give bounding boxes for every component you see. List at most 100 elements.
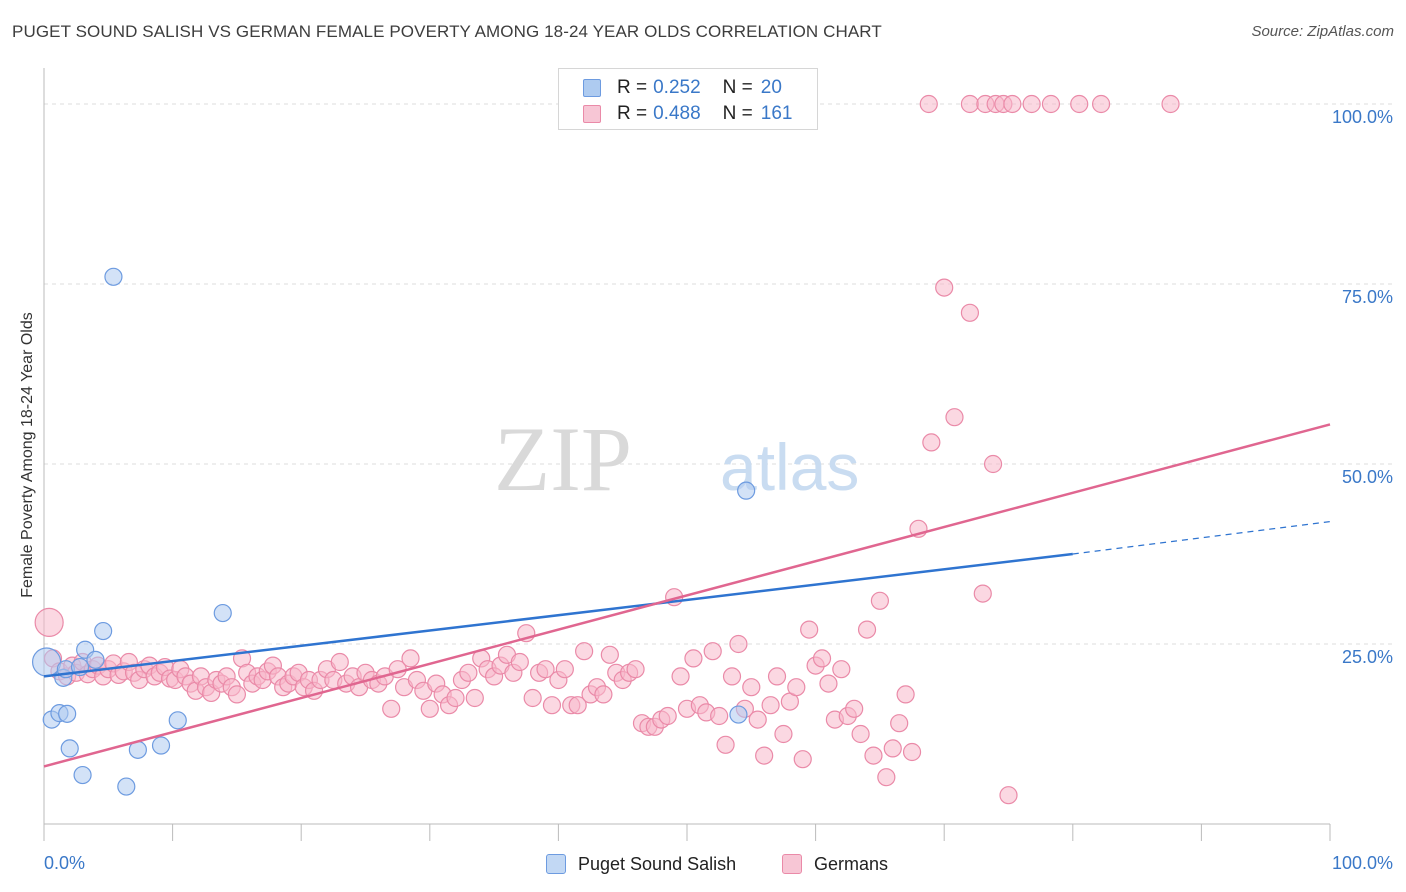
- germans-point: [465, 688, 484, 708]
- germans-point: [902, 742, 922, 762]
- germans-point: [774, 724, 793, 744]
- bottom-legend-label: Puget Sound Salish: [578, 853, 737, 874]
- legend-r-label: R =: [617, 77, 648, 98]
- germans-point: [845, 699, 864, 718]
- legend-n-value: 161: [760, 103, 793, 124]
- puget-sound-salish-points: [31, 267, 756, 796]
- correlation-legend: R = 0.252 N = 20 R = 0.488 N = 161: [558, 68, 818, 130]
- puget-sound-salish-point: [117, 777, 136, 796]
- germans-point: [870, 591, 890, 610]
- germans-point: [983, 454, 1003, 474]
- germans-point: [767, 667, 787, 686]
- puget-sound-salish-point: [151, 736, 171, 755]
- germans-point: [671, 667, 690, 686]
- germans-point: [922, 433, 941, 452]
- y-tick-label: 25.0%: [1342, 647, 1393, 667]
- bottom-legend-swatch-pink: [782, 854, 802, 874]
- germans-point: [1022, 94, 1041, 114]
- germans-point: [729, 634, 748, 654]
- germans-point: [960, 94, 980, 114]
- germans-point: [555, 660, 574, 679]
- bottom-legend-swatch-blue: [546, 854, 566, 874]
- bottom-legend-puget[interactable]: Puget Sound Salish: [546, 852, 736, 876]
- watermark-zip: ZIP: [494, 408, 632, 510]
- germans-point: [973, 584, 992, 603]
- germans-point: [401, 649, 420, 668]
- germans-point: [761, 696, 780, 715]
- germans-point: [594, 685, 613, 704]
- germans-point: [575, 642, 594, 661]
- germans-point: [748, 710, 767, 729]
- germans-point: [819, 674, 838, 693]
- legend-r-value: 0.488: [653, 103, 701, 124]
- puget-sound-salish-point: [73, 765, 92, 785]
- puget-sound-salish-point: [58, 704, 77, 723]
- germans-point: [793, 750, 812, 769]
- legend-swatch-pink: [583, 105, 601, 123]
- germans-point: [568, 696, 587, 715]
- germans-point: [935, 278, 954, 297]
- germans-point: [945, 408, 964, 427]
- germans-point: [227, 685, 246, 704]
- germans-point: [710, 706, 729, 726]
- germans-point: [800, 620, 819, 639]
- germans-point: [857, 620, 877, 639]
- grid-lines: [44, 103, 1394, 645]
- germans-point: [658, 706, 677, 726]
- germans-point: [883, 739, 902, 758]
- germans-point: [722, 667, 742, 686]
- germans-point: [787, 678, 806, 697]
- germans-point: [382, 699, 401, 718]
- germans-point: [742, 678, 761, 697]
- germans-point: [1091, 94, 1111, 114]
- x-tick-label: 0.0%: [44, 853, 85, 873]
- germans-point: [1161, 94, 1180, 114]
- germans-point: [420, 699, 439, 718]
- germans-point: [755, 746, 774, 765]
- bottom-legend-germans[interactable]: Germans: [782, 852, 888, 876]
- legend-n-value: 20: [760, 77, 782, 98]
- y-tick-label: 100.0%: [1332, 107, 1393, 127]
- germans-point: [536, 660, 555, 679]
- germans-point: [1041, 94, 1061, 114]
- y-tick-label: 75.0%: [1342, 287, 1393, 307]
- germans-point: [684, 649, 703, 668]
- axes: [43, 68, 1331, 841]
- germans-point: [919, 94, 938, 114]
- puget-sound-salish-point: [60, 739, 79, 758]
- bottom-legend-label: Germans: [814, 853, 889, 874]
- watermark: ZIP atlas: [494, 408, 859, 510]
- puget-sound-salish-point: [737, 481, 756, 500]
- germans-point: [716, 735, 735, 754]
- germans-point: [1070, 94, 1089, 114]
- germans-point: [960, 303, 980, 322]
- germans-point: [542, 696, 562, 715]
- germans-point: [864, 746, 883, 765]
- y-tick-label: 50.0%: [1342, 467, 1393, 487]
- germans-point: [890, 714, 909, 733]
- source-label: Source: ZipAtlas.com: [1251, 23, 1394, 40]
- tick-labels: 25.0% 50.0% 75.0% 100.0% 0.0% 100.0%: [44, 107, 1393, 873]
- puget-sound-salish-point: [213, 603, 232, 623]
- legend-n-label: N =: [722, 77, 753, 98]
- germans-point: [34, 607, 64, 638]
- germans-points: [34, 94, 1180, 805]
- legend-row-puget: R = 0.252 N = 20: [583, 76, 782, 100]
- germans-point: [703, 642, 722, 661]
- germans-point: [446, 688, 465, 708]
- chart-title: PUGET SOUND SALISH VS GERMAN FEMALE POVE…: [12, 22, 882, 41]
- germans-point: [812, 649, 832, 668]
- germans-point: [999, 786, 1018, 805]
- germans-point: [626, 660, 645, 679]
- legend-n-label: N =: [722, 103, 753, 124]
- puget-sound-salish-point: [31, 647, 62, 677]
- puget-sound-salish-point: [168, 711, 187, 730]
- puget-sound-salish-trend-line: [43, 552, 1073, 678]
- germans-point: [851, 724, 870, 744]
- legend-row-germans: R = 0.488 N = 161: [583, 102, 792, 126]
- legend-r-label: R =: [617, 103, 648, 124]
- legend-swatch-blue: [583, 79, 601, 97]
- puget-sound-salish-point: [104, 267, 123, 286]
- y-axis-label: Female Poverty Among 18-24 Year Olds: [19, 312, 36, 598]
